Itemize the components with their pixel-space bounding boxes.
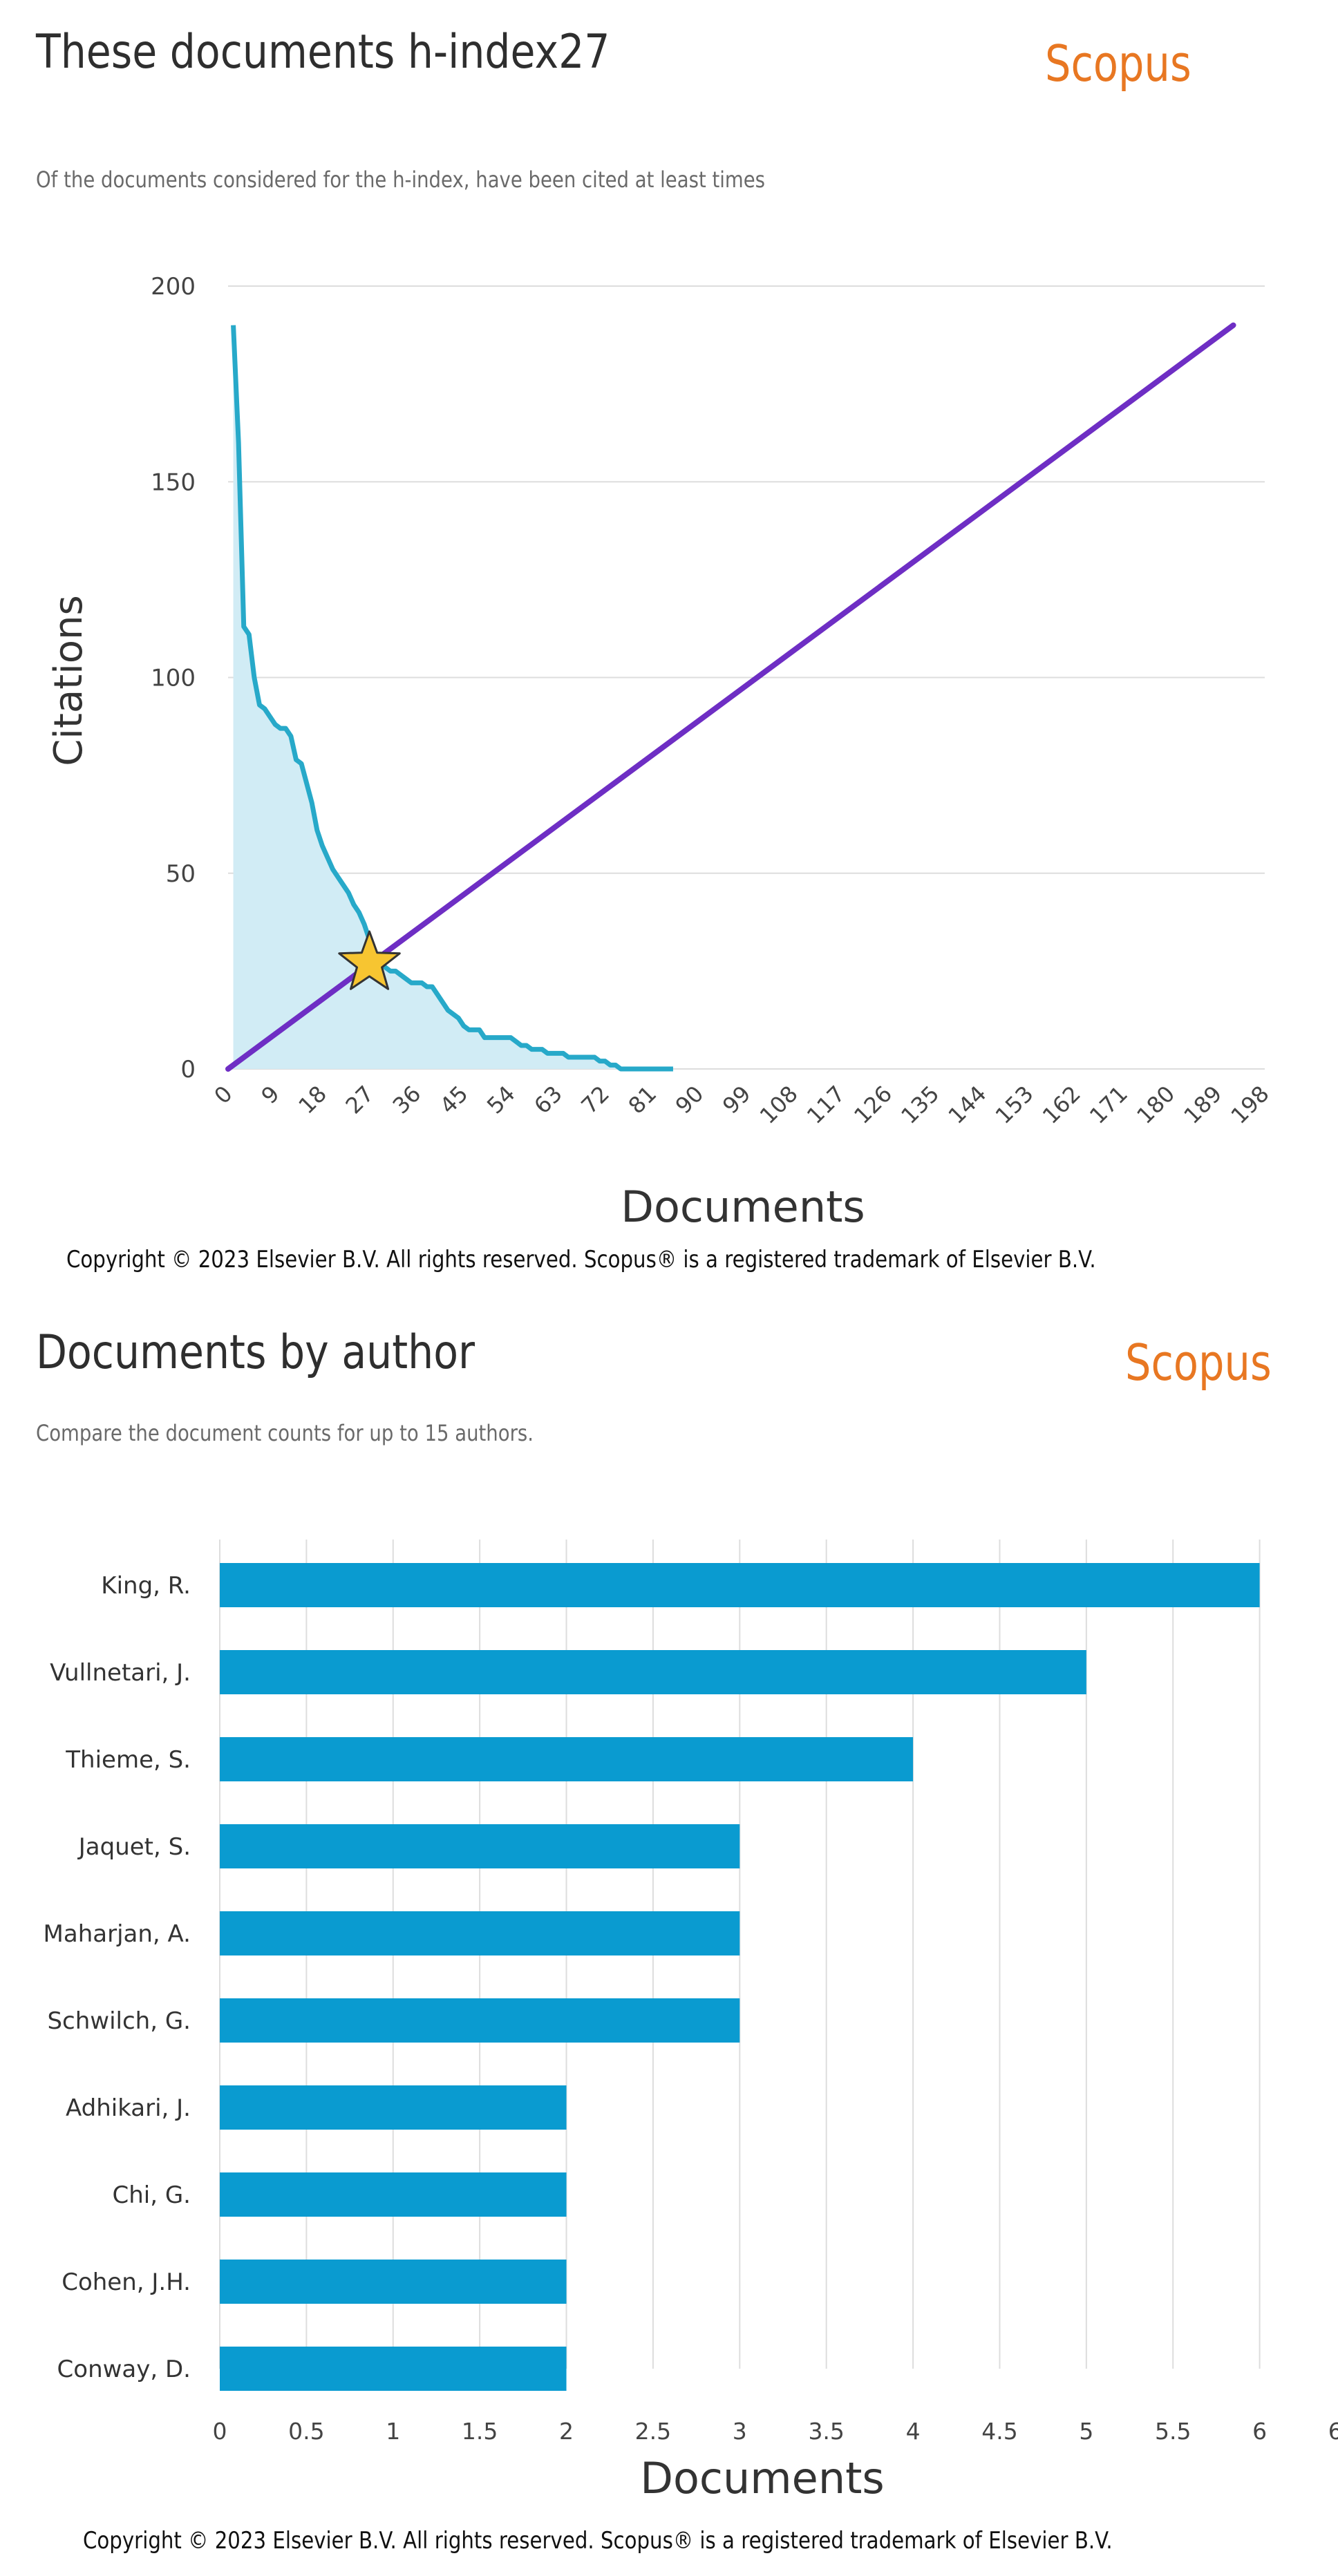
- x-tick-label: 153: [990, 1081, 1039, 1129]
- x-axis-label: Documents: [640, 2453, 885, 2503]
- x-tick-label: 198: [1226, 1081, 1274, 1129]
- authors-title: Documents by author: [36, 1325, 475, 1380]
- y-tick-label: 0: [180, 1056, 196, 1083]
- x-tick-label: 1: [386, 2418, 400, 2445]
- bar[interactable]: [220, 2347, 567, 2391]
- x-tick-label: 4: [906, 2418, 921, 2445]
- citations-area: [233, 325, 673, 1069]
- x-tick-label: 0.5: [288, 2418, 324, 2445]
- bar[interactable]: [220, 1824, 740, 1868]
- bar[interactable]: [220, 2085, 567, 2130]
- x-tick-label: 2.5: [635, 2418, 671, 2445]
- x-tick-label: 108: [755, 1081, 803, 1129]
- x-tick-label: 135: [896, 1081, 944, 1129]
- x-tick-label: 4.5: [981, 2418, 1017, 2445]
- x-tick-label: 117: [802, 1081, 850, 1129]
- x-tick-label: 3.5: [808, 2418, 844, 2445]
- x-tick-label: 144: [943, 1081, 992, 1129]
- x-tick-label: 5.5: [1155, 2418, 1191, 2445]
- y-axis-label: Citations: [46, 595, 91, 766]
- x-tick-label: 171: [1084, 1081, 1133, 1129]
- x-tick-label: 81: [623, 1081, 662, 1119]
- x-tick-label: 90: [670, 1081, 709, 1119]
- hindex-subtitle: Of the documents considered for the h-in…: [36, 167, 765, 193]
- hindex-copyright: Copyright © 2023 Elsevier B.V. All right…: [66, 1246, 1096, 1273]
- category-label: Jaquet, S.: [77, 1833, 191, 1861]
- x-tick-label: 0: [209, 1081, 237, 1109]
- x-tick-label: 180: [1131, 1081, 1180, 1129]
- y-tick-label: 100: [151, 665, 196, 692]
- authors-copyright: Copyright © 2023 Elsevier B.V. All right…: [83, 2527, 1113, 2555]
- category-label: Chi, G.: [112, 2181, 191, 2209]
- x-tick-label: 6.5: [1328, 2418, 1338, 2445]
- x-tick-label: 9: [256, 1081, 285, 1109]
- x-tick-label: 189: [1178, 1081, 1227, 1129]
- x-tick-label: 2: [559, 2418, 574, 2445]
- x-tick-label: 162: [1037, 1081, 1086, 1129]
- x-tick-label: 27: [341, 1081, 379, 1119]
- bar[interactable]: [220, 2260, 567, 2304]
- hindex-panel: These documents h-index27 Scopus Of the …: [36, 25, 1274, 1273]
- y-tick-label: 150: [151, 468, 196, 496]
- bar[interactable]: [220, 1737, 914, 1781]
- x-tick-label: 99: [717, 1081, 756, 1119]
- x-tick-label: 5: [1079, 2418, 1093, 2445]
- bar[interactable]: [220, 1563, 1260, 1607]
- x-tick-label: 54: [482, 1081, 520, 1119]
- authors-subtitle: Compare the document counts for up to 15…: [36, 1420, 534, 1446]
- bar[interactable]: [220, 1650, 1086, 1694]
- scopus-logo[interactable]: Scopus: [1045, 35, 1191, 93]
- x-tick-label: 18: [293, 1081, 332, 1119]
- x-axis-label: Documents: [621, 1182, 865, 1232]
- bar[interactable]: [220, 1911, 740, 1955]
- bar[interactable]: [220, 2172, 567, 2217]
- scopus-logo[interactable]: Scopus: [1125, 1334, 1272, 1392]
- category-label: Adhikari, J.: [66, 2094, 191, 2122]
- x-tick-label: 0: [213, 2418, 227, 2445]
- category-label: Schwilch, G.: [47, 2007, 191, 2035]
- category-label: Conway, D.: [57, 2356, 191, 2383]
- category-label: Thieme, S.: [65, 1746, 191, 1774]
- x-tick-label: 1.5: [462, 2418, 498, 2445]
- x-tick-label: 45: [435, 1081, 473, 1119]
- y-tick-label: 200: [151, 273, 196, 301]
- y-tick-label: 50: [166, 860, 196, 888]
- bar[interactable]: [220, 1998, 740, 2043]
- category-label: Vullnetari, J.: [50, 1659, 191, 1687]
- x-tick-label: 3: [733, 2418, 747, 2445]
- x-tick-label: 36: [388, 1081, 426, 1119]
- x-tick-label: 63: [529, 1081, 567, 1119]
- h-index-diagonal: [225, 322, 1236, 1072]
- hindex-title: These documents h-index27: [36, 25, 610, 79]
- citations-line: [231, 325, 673, 1072]
- x-tick-label: 126: [849, 1081, 897, 1129]
- authors-chart: King, R. Vullnetari, J. Thieme, S. Jaquet, …: [44, 1540, 1338, 2503]
- x-tick-label: 6: [1252, 2418, 1267, 2445]
- category-label: Cohen, J.H.: [62, 2269, 191, 2296]
- category-label: King, R.: [101, 1572, 191, 1600]
- x-tick-label: 72: [576, 1081, 614, 1119]
- category-label: Maharjan, A.: [44, 1920, 191, 1948]
- authors-panel: Documents by author Scopus Compare the d…: [0, 1299, 1338, 2576]
- h-index-star-icon[interactable]: [338, 930, 401, 990]
